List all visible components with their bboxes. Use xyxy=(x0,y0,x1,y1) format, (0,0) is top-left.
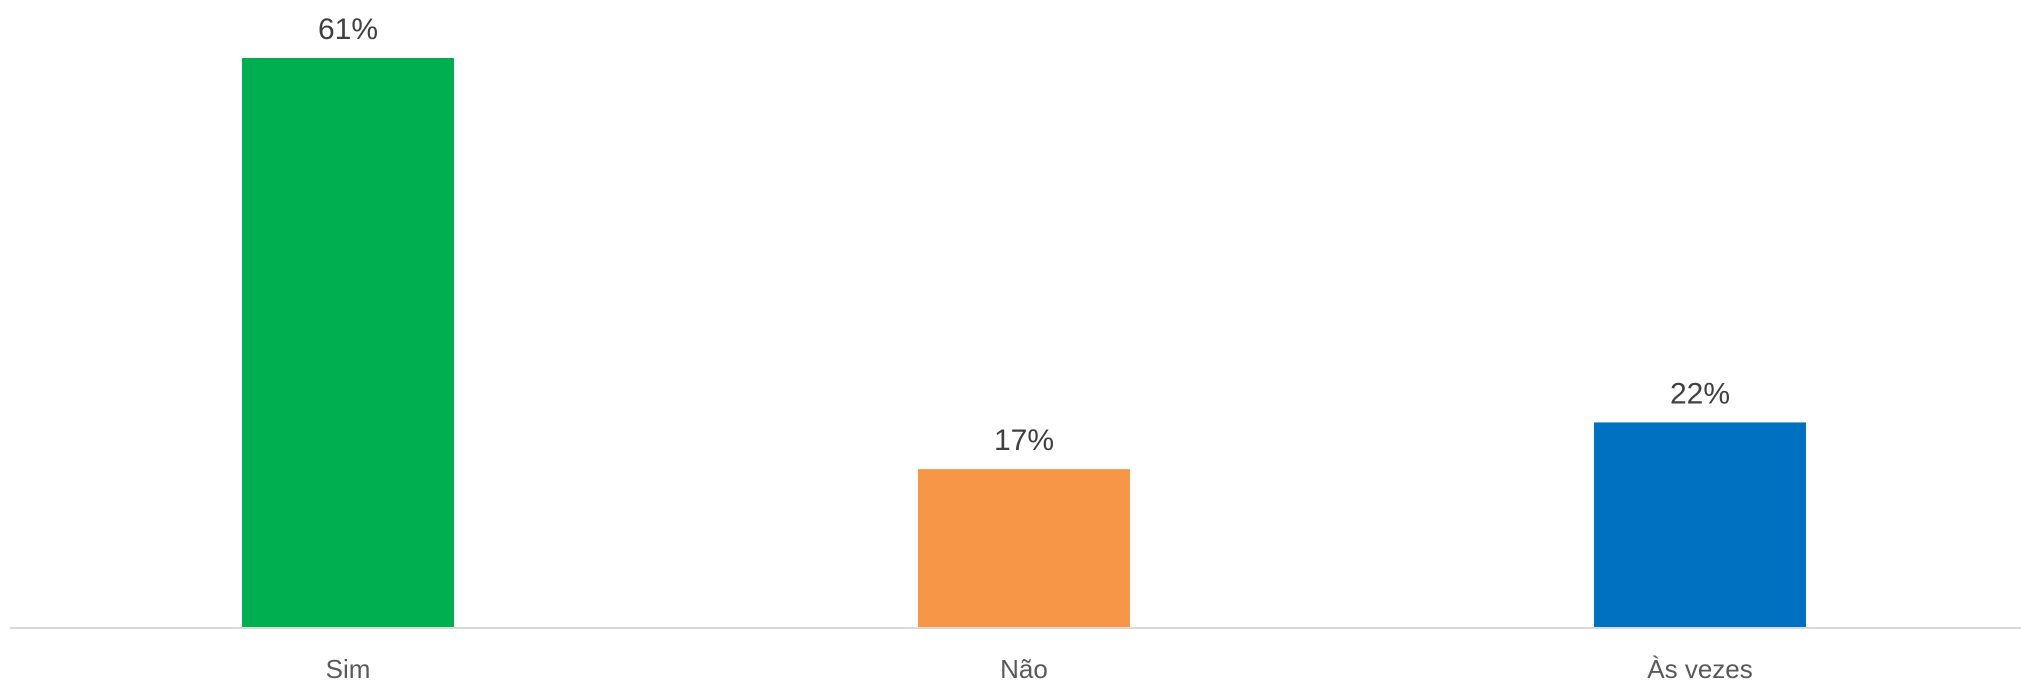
bar-2 xyxy=(1594,422,1806,628)
data-label-2: 22% xyxy=(1670,377,1730,410)
bar-1 xyxy=(918,469,1130,628)
x-tick-label-1: Não xyxy=(1000,654,1048,684)
data-label-0: 61% xyxy=(318,13,378,46)
x-axis-tick-labels: Sim Não Às vezes xyxy=(326,654,1753,684)
x-tick-label-0: Sim xyxy=(326,654,371,684)
bars-layer xyxy=(242,58,1806,628)
data-label-1: 17% xyxy=(994,424,1054,457)
data-labels-layer: 61% 17% 22% xyxy=(318,13,1730,457)
bar-0 xyxy=(242,58,454,628)
x-tick-label-2: Às vezes xyxy=(1647,654,1753,684)
